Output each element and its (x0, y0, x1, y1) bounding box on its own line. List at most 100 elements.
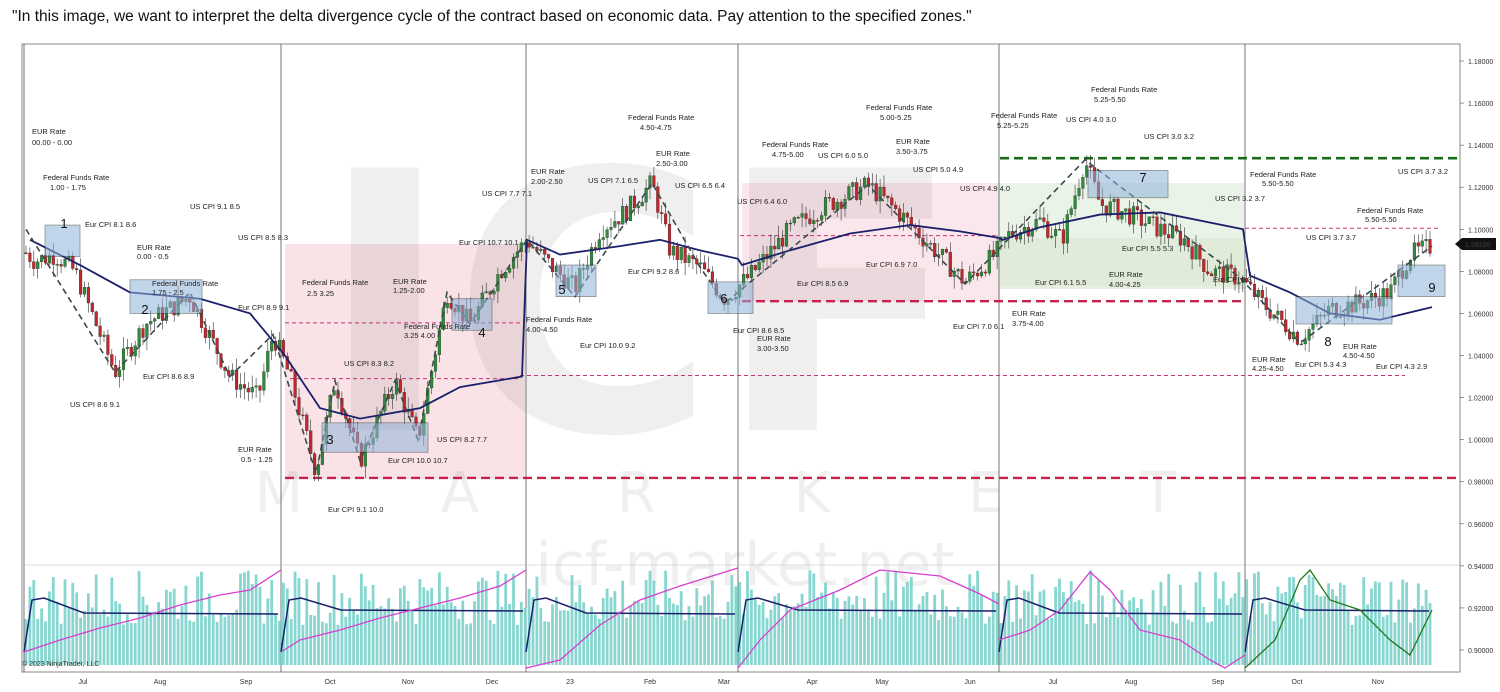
volume-bar (547, 621, 550, 665)
volume-bar (282, 582, 285, 665)
candle-body (445, 303, 449, 308)
candle-body (667, 223, 672, 256)
candle-body (1135, 206, 1140, 211)
volume-bar (399, 588, 402, 665)
y-tick-label: 1.04000 (1468, 354, 1493, 361)
volume-bar (371, 584, 375, 665)
volume-bar (141, 596, 145, 665)
volume-bar (1420, 606, 1424, 665)
economic-annotation: Federal Funds Rate (1250, 170, 1316, 179)
volume-bar (1241, 597, 1245, 665)
volume-bar (67, 608, 71, 665)
volume-bar (523, 607, 527, 665)
candle-body (831, 198, 835, 210)
zone-box-6 (707, 281, 754, 314)
volume-bar (278, 620, 281, 665)
volume-bar (633, 600, 636, 665)
volume-bar (324, 623, 328, 665)
volume-bar (79, 617, 82, 665)
volume-bar (765, 618, 769, 665)
y-tick-label: 1.16000 (1468, 101, 1493, 108)
volume-bar (1366, 604, 1369, 665)
volume-bar (777, 593, 781, 665)
volume-bar (465, 624, 469, 665)
volume-bar (305, 579, 309, 665)
candle-body (656, 186, 660, 213)
economic-annotation: 3.75-4.00 (1012, 319, 1044, 328)
candle-body (1159, 223, 1163, 237)
volume-bar (250, 583, 254, 665)
volume-bar (219, 613, 223, 665)
volume-bar (48, 591, 51, 665)
candle-body (940, 248, 945, 255)
volume-bar (1225, 605, 1229, 665)
volume-bar (168, 591, 172, 665)
volume-bar (847, 596, 851, 665)
volume-bar (207, 593, 211, 665)
watermark-market: M A R K E T (255, 461, 1236, 526)
cumulative-delta-line (1244, 568, 1433, 669)
volume-bar (145, 604, 149, 665)
volume-bar (1151, 590, 1155, 665)
volume-bar (266, 598, 270, 665)
volume-bar (211, 614, 215, 665)
volume-bar (1198, 571, 1202, 665)
candle-body (1147, 216, 1151, 224)
candle-body (1194, 244, 1198, 260)
volume-bar (1245, 579, 1249, 665)
economic-annotation: Eur CPI 6.1 5.5 (1035, 278, 1086, 287)
volume-bar (36, 618, 40, 665)
candle-body (1260, 290, 1264, 298)
candle-body (1249, 281, 1253, 285)
volume-bar (839, 618, 843, 665)
candle-body (1132, 206, 1136, 225)
volume-bar (792, 606, 796, 665)
candle-body (812, 220, 816, 224)
volume-bar (582, 602, 586, 665)
candle-body (82, 287, 87, 295)
volume-bar (804, 606, 808, 665)
volume-bar (321, 621, 324, 665)
candle-body (1182, 238, 1186, 246)
economic-annotation: US CPI 9.1 8.5 (190, 202, 240, 211)
candle-body (1424, 239, 1428, 242)
economic-annotation: 4.00-4.25 (1109, 280, 1141, 289)
candle-body (972, 271, 976, 274)
candle-body (820, 215, 824, 221)
candle-body (211, 329, 215, 339)
cumulative-delta-line (23, 569, 282, 653)
volume-bar (909, 577, 913, 665)
volume-bar (679, 591, 683, 665)
candle-body (769, 245, 773, 260)
candle-body (1237, 282, 1241, 285)
volume-bar (999, 623, 1003, 665)
economic-annotation: Eur CPI 5.3 4.3 (1295, 360, 1346, 369)
candle-body (905, 212, 909, 218)
y-tick-label: 1.06000 (1468, 311, 1493, 318)
volume-bar (1374, 581, 1377, 665)
volume-bar (309, 615, 313, 665)
volume-bar (118, 603, 121, 665)
economic-annotation: EUR Rate (1343, 342, 1377, 351)
candle-body (289, 369, 293, 372)
volume-bar (410, 610, 414, 665)
candle-body (948, 252, 952, 277)
volume-bar (722, 618, 726, 665)
volume-bar (1331, 589, 1334, 665)
candle-body (847, 186, 851, 200)
candle-body (63, 259, 67, 267)
candle-body (492, 291, 496, 295)
volume-bar (1155, 612, 1159, 665)
candle-body (519, 242, 523, 253)
volume-bar (204, 616, 207, 665)
volume-bar (406, 600, 410, 665)
volume-bar (488, 620, 492, 665)
economic-annotation: 1.75 - 2.5 (152, 288, 184, 297)
plot-frame (21, 43, 1461, 673)
volume-bar (636, 600, 640, 665)
zone-label-5: 5 (558, 282, 565, 297)
volume-bar (1338, 582, 1342, 665)
volume-bar (535, 576, 539, 665)
volume-bar (597, 618, 601, 665)
